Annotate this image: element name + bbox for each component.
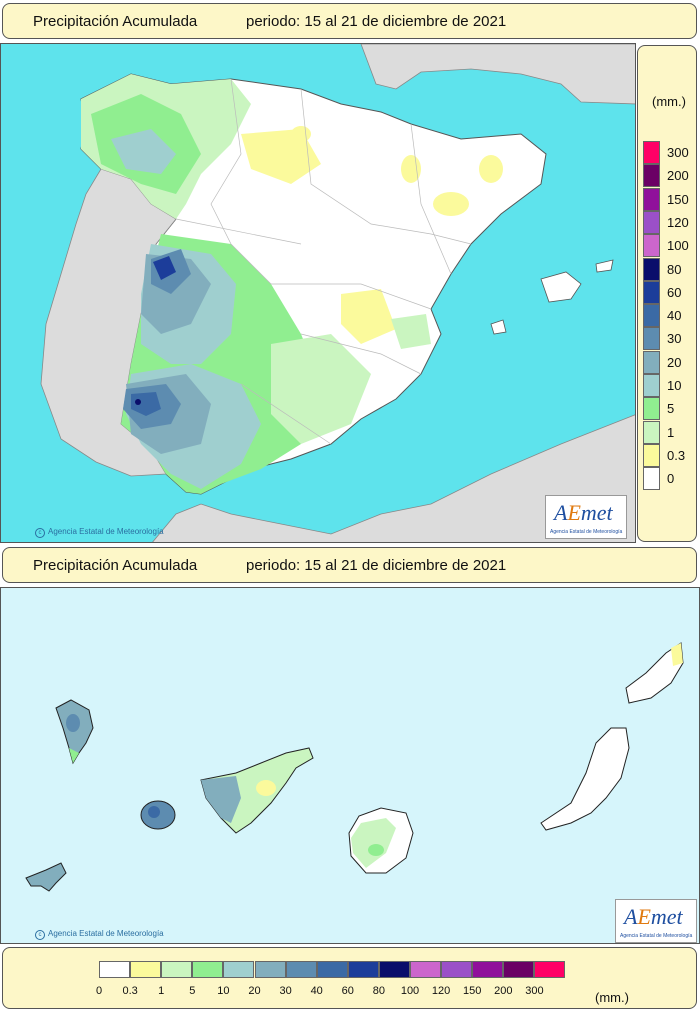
legend-label: 1 — [667, 424, 675, 440]
peninsula-credit-text: Agencia Estatal de Meteorología — [48, 527, 164, 536]
aemet-logo-canarias: AEmet Agencia Estatal de Meteorología — [615, 899, 697, 943]
region-borders — [175, 78, 472, 445]
legend-label: 10 — [667, 378, 682, 393]
legend-swatch — [643, 304, 660, 328]
legend-label: 80 — [372, 985, 386, 997]
legend-swatch — [643, 164, 660, 188]
copyright-icon: c — [35, 528, 45, 538]
legend-swatch — [130, 961, 162, 978]
legend-label: 1 — [158, 985, 165, 997]
peninsula-title: Precipitación Acumulada — [33, 13, 198, 30]
africa — [152, 414, 635, 542]
legend-horizontal: 0 0.3 1 5 10 20 30 40 60 80 100 120 150 200 300 (mm.) — [2, 947, 697, 1009]
legend-label: 0 — [95, 985, 103, 997]
legend-label: 0.3 — [667, 447, 686, 463]
legend-label: 30 — [667, 331, 682, 347]
legend-swatch — [534, 961, 566, 978]
legend-swatch — [472, 961, 504, 978]
aemet-logo-text: AEmet — [624, 904, 683, 929]
ibiza — [490, 319, 507, 335]
legend-swatch — [643, 280, 660, 304]
legend-swatch — [192, 961, 224, 978]
legend-swatch — [347, 961, 379, 978]
legend-label: 100 — [400, 985, 420, 997]
canarias-period: periodo: 15 al 21 de diciembre de 2021 — [246, 557, 507, 574]
legend-swatch — [378, 961, 410, 978]
legend-label: 5 — [667, 401, 675, 417]
aemet-logo-peninsula: AEmet Agencia Estatal de Meteorología — [545, 495, 627, 539]
legend-label: 0 — [667, 471, 675, 487]
legend-label: 300 — [525, 985, 544, 997]
legend-swatch — [285, 961, 317, 978]
legend-label: 120 — [667, 214, 689, 230]
legend-label: 30 — [279, 985, 292, 997]
legend-label: 200 — [667, 168, 689, 184]
legend-swatch — [503, 961, 535, 978]
legend-swatch — [410, 961, 441, 978]
legend-label: 100 — [667, 238, 689, 254]
legend-label: 40 — [667, 308, 682, 324]
legend-label: 0.3 — [122, 985, 138, 997]
canarias-title-bar: Precipitación Acumulada periodo: 15 al 2… — [2, 547, 697, 583]
legend-swatch — [643, 397, 660, 421]
precip-fields — [81, 74, 503, 494]
peninsula-map: c Agencia Estatal de Meteorología AEmet A… — [0, 43, 636, 543]
legend-swatch — [223, 961, 255, 978]
legend-swatch — [254, 961, 286, 978]
legend-label: 20 — [248, 985, 261, 997]
el-hierro — [25, 862, 67, 892]
legend-swatch — [99, 961, 130, 978]
peninsula-map-canvas — [1, 44, 635, 542]
peninsula-title-bar: Precipitación Acumulada periodo: 15 al 2… — [2, 3, 697, 39]
aemet-logo-subtitle: Agencia Estatal de Meteorología — [550, 529, 623, 535]
france — [360, 44, 635, 105]
canarias-credit: c Agencia Estatal de Meteorología — [35, 929, 164, 940]
legend-swatch — [643, 141, 660, 164]
menorca — [595, 259, 614, 273]
mallorca — [540, 271, 582, 303]
legend-swatch — [643, 257, 660, 281]
legend-label: 200 — [494, 985, 513, 997]
legend-unit: (mm.) — [595, 990, 629, 1005]
legend-label: 300 — [667, 145, 689, 160]
aemet-logo-subtitle: Agencia Estatal de Meteorología — [620, 933, 693, 939]
legend-label: 40 — [310, 985, 323, 997]
legend-swatch — [643, 420, 660, 444]
legend-swatch — [161, 961, 193, 978]
canarias-credit-text: Agencia Estatal de Meteorología — [48, 929, 164, 938]
aemet-logo-text: AEmet — [554, 500, 613, 525]
legend-label: 5 — [189, 985, 196, 997]
legend-label: 10 — [217, 985, 230, 997]
peninsula-credit: c Agencia Estatal de Meteorología — [35, 527, 164, 538]
legend-label: 120 — [431, 985, 451, 997]
peninsula-period: periodo: 15 al 21 de diciembre de 2021 — [246, 13, 507, 30]
fuerteventura — [540, 727, 630, 831]
legend-label: 20 — [667, 354, 682, 370]
copyright-icon: c — [35, 930, 45, 940]
canarias-map: c Agencia Estatal de Meteorología AEmet A… — [0, 587, 700, 944]
legend-label: 150 — [667, 191, 689, 207]
legend-swatch — [441, 961, 473, 978]
legend-vertical: (mm.) 0 0.3 1 5 10 20 30 40 60 80 100 120 150 200 300 — [637, 45, 697, 542]
legend-unit: (mm.) — [652, 94, 686, 109]
legend-swatch — [643, 234, 660, 258]
legend-label: 60 — [341, 985, 354, 997]
legend-swatch — [643, 187, 660, 211]
legend-swatch — [643, 350, 660, 374]
legend-label: 150 — [463, 985, 482, 997]
legend-label: 60 — [667, 284, 682, 300]
canarias-title: Precipitación Acumulada — [33, 557, 198, 574]
legend-swatch — [643, 443, 660, 467]
sea-canarias — [1, 588, 699, 943]
canarias-map-canvas — [1, 588, 699, 943]
legend-swatch — [643, 467, 660, 491]
legend-swatch — [643, 327, 660, 351]
legend-swatch — [643, 374, 660, 397]
legend-swatch — [316, 961, 348, 978]
legend-swatch — [643, 210, 660, 234]
legend-label: 80 — [667, 261, 682, 277]
